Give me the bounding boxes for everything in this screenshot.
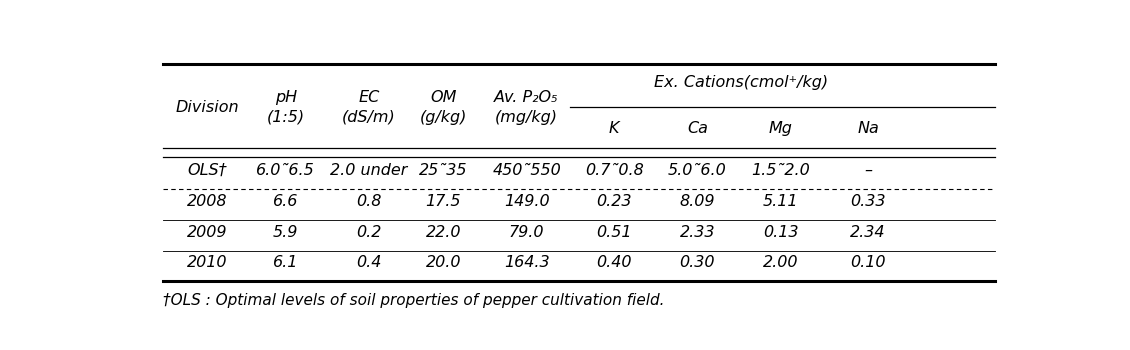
Text: 0.13: 0.13 [763, 225, 798, 240]
Text: 0.10: 0.10 [851, 256, 886, 271]
Text: 0.4: 0.4 [356, 256, 382, 271]
Text: 2009: 2009 [186, 225, 227, 240]
Text: 8.09: 8.09 [679, 194, 715, 209]
Text: 6.6: 6.6 [273, 194, 298, 209]
Text: 5.0˜6.0: 5.0˜6.0 [668, 162, 727, 177]
Text: 0.30: 0.30 [679, 256, 715, 271]
Text: 2.33: 2.33 [679, 225, 715, 240]
Text: 5.9: 5.9 [273, 225, 298, 240]
Text: 2010: 2010 [186, 256, 227, 271]
Text: 0.8: 0.8 [356, 194, 382, 209]
Text: 0.40: 0.40 [597, 256, 632, 271]
Text: 17.5: 17.5 [426, 194, 461, 209]
Text: 79.0: 79.0 [508, 225, 545, 240]
Text: 20.0: 20.0 [426, 256, 461, 271]
Text: 1.5˜2.0: 1.5˜2.0 [751, 162, 810, 177]
Text: 0.23: 0.23 [597, 194, 632, 209]
Text: Na: Na [858, 121, 879, 136]
Text: 2.34: 2.34 [851, 225, 886, 240]
Text: 450˜550: 450˜550 [493, 162, 560, 177]
Text: †OLS : Optimal levels of soil properties of pepper cultivation field.: †OLS : Optimal levels of soil properties… [163, 293, 664, 308]
Text: Mg: Mg [768, 121, 792, 136]
Text: 0.2: 0.2 [356, 225, 382, 240]
Text: 22.0: 22.0 [426, 225, 461, 240]
Text: 2.00: 2.00 [763, 256, 798, 271]
Text: 149.0: 149.0 [504, 194, 549, 209]
Text: EC
(dS/m): EC (dS/m) [342, 90, 396, 125]
Text: 0.51: 0.51 [597, 225, 632, 240]
Text: pH
(1:5): pH (1:5) [267, 90, 305, 125]
Text: Division: Division [175, 100, 238, 115]
Text: 0.7˜0.8: 0.7˜0.8 [585, 162, 643, 177]
Text: 164.3: 164.3 [504, 256, 549, 271]
Text: 2008: 2008 [186, 194, 227, 209]
Text: 0.33: 0.33 [851, 194, 886, 209]
Text: 5.11: 5.11 [763, 194, 798, 209]
Text: Ca: Ca [687, 121, 707, 136]
Text: –: – [864, 162, 872, 177]
Text: OM
(g/kg): OM (g/kg) [419, 90, 467, 125]
Text: OLS†: OLS† [188, 162, 227, 177]
Text: K: K [609, 121, 619, 136]
Text: Av. P₂O₅
(mg/kg): Av. P₂O₅ (mg/kg) [494, 90, 559, 125]
Text: 2.0 under: 2.0 under [330, 162, 408, 177]
Text: Ex. Cations(cmol⁺/kg): Ex. Cations(cmol⁺/kg) [654, 75, 828, 90]
Text: 6.1: 6.1 [273, 256, 298, 271]
Text: 25˜35: 25˜35 [419, 162, 468, 177]
Text: 6.0˜6.5: 6.0˜6.5 [257, 162, 315, 177]
